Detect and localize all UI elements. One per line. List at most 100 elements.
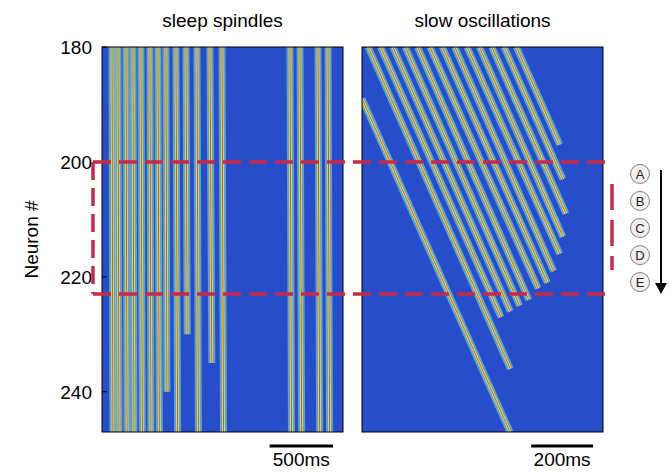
event: [504, 47, 563, 179]
panel-title: sleep spindles: [162, 10, 282, 31]
scale-bar: [531, 445, 593, 448]
event-peak: [222, 47, 224, 432]
event-glow: [222, 47, 224, 432]
event-peak: [479, 47, 562, 237]
highlight-left: [91, 162, 95, 294]
event-core: [133, 47, 134, 432]
event-peak: [186, 47, 187, 334]
event-core: [479, 47, 562, 237]
event-peak: [158, 47, 159, 432]
event-glow: [504, 47, 563, 179]
event-core: [197, 47, 198, 432]
event-core: [150, 47, 151, 432]
electrode-marker: [631, 246, 650, 265]
event: [150, 47, 151, 432]
event-core: [328, 47, 330, 432]
y-tick-label: 180: [60, 37, 92, 58]
y-tick-label: 200: [60, 152, 92, 173]
event-peak: [112, 47, 114, 432]
scale-bar-label: 200ms: [534, 449, 591, 470]
event-peak: [467, 47, 560, 254]
plot-background: [362, 47, 603, 432]
highlight-top: [93, 160, 612, 164]
event: [197, 47, 198, 432]
event: [328, 47, 330, 432]
event-core: [516, 47, 559, 145]
event-glow: [197, 47, 198, 432]
event-core: [467, 47, 560, 254]
figure: sleep spindles180200220240Neuron #500mss…: [0, 0, 669, 472]
event: [210, 47, 212, 363]
events: [102, 47, 343, 432]
electrode-label: D: [635, 248, 644, 263]
event-glow: [290, 47, 292, 432]
scale-bar: [270, 445, 333, 448]
electrode-label: B: [636, 194, 645, 209]
electrode-marker: [631, 273, 650, 292]
event: [126, 47, 127, 432]
event-core: [318, 47, 320, 432]
events: [362, 47, 603, 432]
event-peak: [210, 47, 212, 363]
event-glow: [328, 47, 330, 432]
event: [176, 47, 178, 432]
event: [467, 47, 560, 254]
highlight-box: [93, 162, 612, 294]
event-peak: [197, 47, 198, 432]
event: [118, 47, 119, 432]
electrode-label: C: [635, 221, 644, 236]
event: [186, 47, 187, 334]
y-axis-title: Neuron #: [21, 200, 42, 279]
event-core: [186, 47, 187, 334]
event-glow: [318, 47, 320, 432]
y-tick-label: 220: [60, 267, 92, 288]
event-peak: [300, 47, 302, 432]
event: [222, 47, 224, 432]
y-tick: [102, 276, 107, 277]
scale-bar-label: 500ms: [273, 449, 330, 470]
haze: [362, 47, 603, 432]
event-core: [300, 47, 302, 432]
event: [318, 47, 320, 432]
event-peak: [133, 47, 134, 432]
event-peak: [290, 47, 292, 432]
event-glow: [479, 47, 562, 237]
event-glow: [210, 47, 212, 363]
event-peak: [118, 47, 119, 432]
event: [300, 47, 302, 432]
event-glow: [186, 47, 187, 334]
event-core: [158, 47, 159, 432]
electrode-marker: [631, 191, 650, 210]
event-core: [492, 47, 566, 214]
event: [492, 47, 566, 214]
event-glow: [150, 47, 151, 432]
event: [112, 47, 114, 432]
highlight-bottom: [93, 292, 612, 296]
event-core: [141, 47, 142, 432]
event-peak: [141, 47, 142, 432]
event-peak: [150, 47, 151, 432]
event: [516, 47, 559, 145]
panel-title: slow oscillations: [414, 10, 550, 31]
event: [479, 47, 562, 237]
electrode-label: E: [636, 275, 645, 290]
electrode-marker: [631, 219, 650, 238]
event-glow: [492, 47, 566, 214]
event-core: [111, 47, 114, 432]
arrow-shaft: [660, 170, 662, 284]
event-core: [126, 47, 127, 432]
electrode-marker: [631, 164, 650, 183]
electrode-label: A: [636, 167, 645, 182]
event-glow: [158, 47, 159, 432]
event: [158, 47, 159, 432]
event-peak: [492, 47, 566, 214]
event-glow: [467, 47, 560, 254]
event-core: [290, 47, 292, 432]
event: [133, 47, 134, 432]
event-glow: [133, 47, 134, 432]
event-core: [166, 47, 167, 392]
event-glow: [126, 47, 127, 432]
event-core: [222, 47, 224, 432]
y-tick: [102, 47, 107, 48]
event-glow: [300, 47, 302, 432]
